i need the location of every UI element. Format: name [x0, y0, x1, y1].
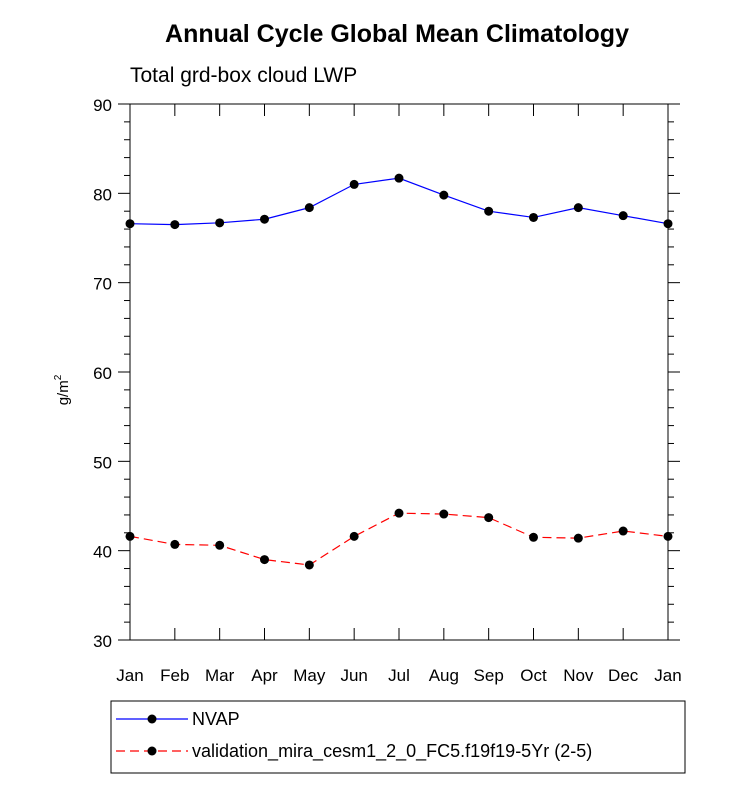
series-2-point: [439, 509, 449, 519]
series-1-point: [394, 173, 404, 183]
legend-box: [110, 700, 686, 774]
x-tick-label: Jan: [116, 666, 143, 685]
x-tick-label: Apr: [251, 666, 278, 685]
y-tick-label: 50: [93, 453, 112, 472]
legend: NVAP validation_mira_cesm1_2_0_FC5.f19f19…: [110, 700, 686, 774]
series-2-point: [260, 555, 269, 565]
series-2-point: [215, 540, 225, 550]
legend-marker-2: [147, 746, 157, 756]
series-1-point: [304, 203, 314, 213]
series-1-point: [260, 214, 269, 224]
series-1-point: [573, 203, 583, 213]
y-tick-label: 60: [93, 364, 112, 383]
series-1-point: [529, 212, 538, 222]
series-2-point: [125, 531, 135, 541]
series-2-point: [484, 513, 494, 523]
series-2-point: [663, 531, 673, 541]
legend-label-2: validation_mira_cesm1_2_0_FC5.f19f19-5Yr…: [192, 741, 592, 762]
y-axis-label: g/m2: [53, 374, 72, 405]
series-line-1: [129, 177, 669, 226]
series-1-point: [349, 179, 359, 189]
legend-label-1: NVAP: [192, 709, 240, 729]
minor-ticks: [124, 121, 674, 623]
series-2-point: [349, 531, 359, 541]
x-tick-label: Jun: [340, 666, 367, 685]
x-tick-label: Oct: [520, 666, 547, 685]
x-tick-label: Aug: [429, 666, 459, 685]
x-tick-label: Dec: [608, 666, 639, 685]
x-tick-label: May: [293, 666, 326, 685]
plot-frame: [129, 103, 669, 641]
series-1-point: [484, 206, 494, 216]
x-tick-label: Feb: [160, 666, 189, 685]
x-tick-label: Mar: [205, 666, 235, 685]
x-tick-label: Sep: [474, 666, 504, 685]
series-layer: [125, 173, 673, 570]
series-1-point: [618, 211, 628, 221]
major-ticks: [118, 103, 680, 641]
series-2-point: [394, 508, 404, 518]
y-axis-label-text: g/m: [55, 380, 72, 405]
y-axis-label-superscript: 2: [53, 374, 64, 380]
series-1-point: [663, 219, 673, 229]
y-tick-label: 90: [93, 96, 112, 115]
series-1-point: [170, 220, 180, 230]
x-tick-label: Nov: [563, 666, 594, 685]
series-2-point: [618, 526, 628, 536]
series-1-point: [125, 219, 135, 229]
x-tick-label: Jul: [388, 666, 410, 685]
series-2-point: [170, 539, 180, 549]
series-1-point: [215, 218, 225, 228]
x-tick-labels: Jan Feb Mar Apr May Jun Jul Aug Sep Oct Nov Dec Jan: [116, 666, 681, 685]
series-line-2: [129, 512, 669, 566]
chart-subtitle: Total grd-box cloud LWP: [130, 64, 357, 87]
y-tick-label: 40: [93, 543, 112, 562]
chart-title: Annual Cycle Global Mean Climatology: [165, 20, 629, 48]
series-2-point: [529, 532, 538, 542]
y-tick-label: 70: [93, 275, 112, 294]
series-2-point: [304, 560, 314, 570]
legend-marker-1: [147, 714, 157, 724]
series-1-point: [439, 190, 449, 200]
y-tick-labels: 30 40 50 60 70 80 90: [93, 96, 112, 651]
plot-area: [118, 103, 680, 641]
y-tick-label: 80: [93, 185, 112, 204]
series-2-point: [573, 533, 583, 543]
y-tick-label: 30: [93, 632, 112, 651]
x-tick-label: Jan: [654, 666, 681, 685]
